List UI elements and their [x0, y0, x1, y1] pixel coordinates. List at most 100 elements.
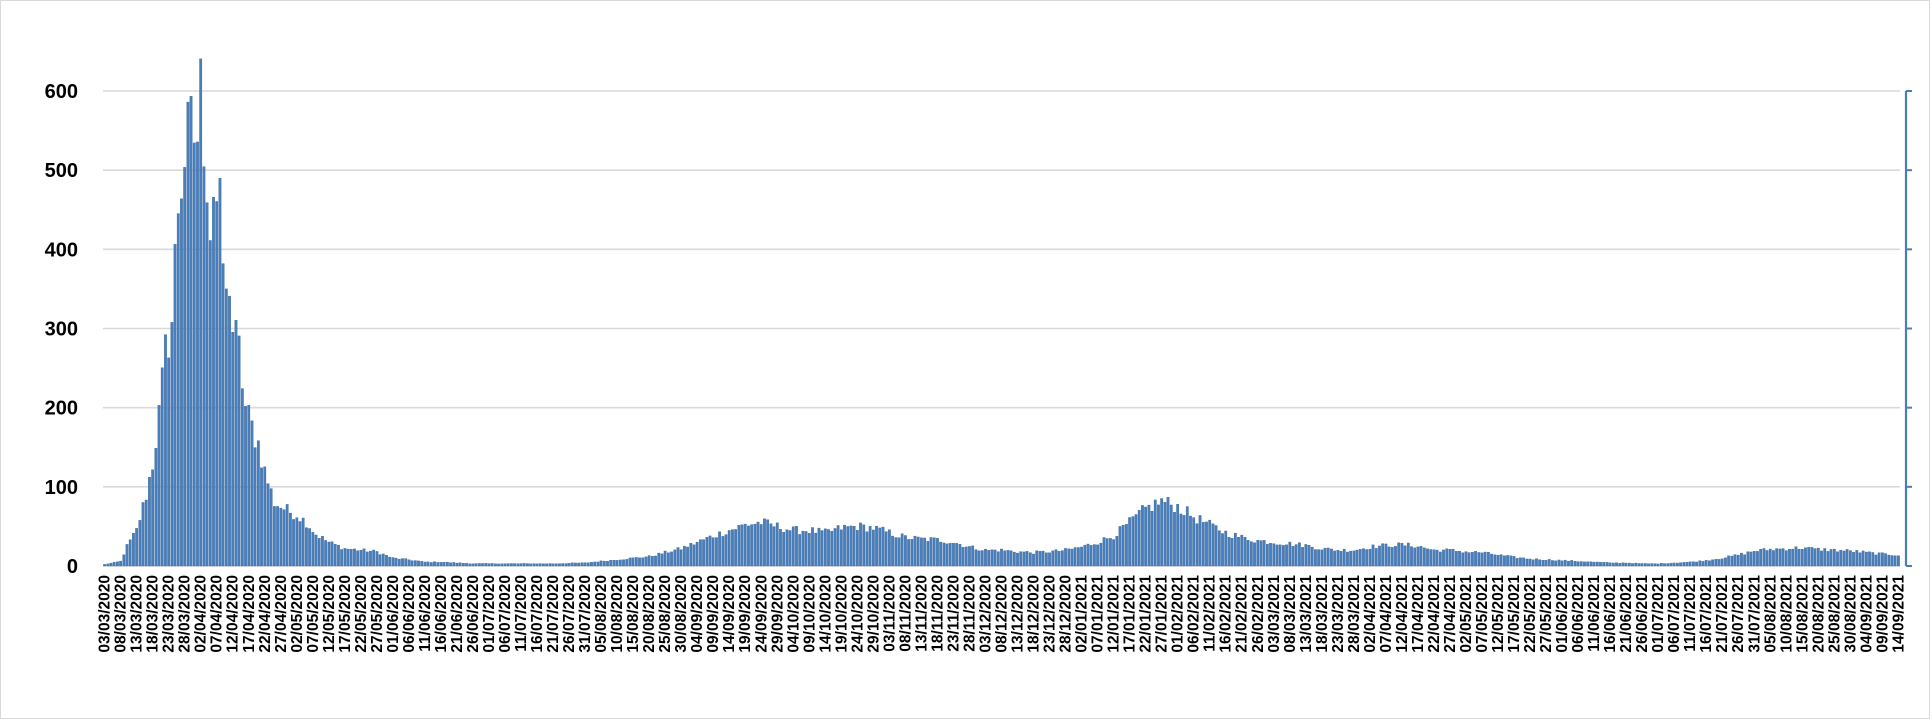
bar: [1458, 551, 1461, 567]
x-axis-tick-labels: 03/03/2020 08/03/2020 13/03/2020 18/03/2020…: [97, 575, 1908, 653]
bar: [1897, 555, 1900, 567]
bar: [1176, 504, 1180, 567]
bar: [1227, 536, 1231, 567]
bar: [615, 560, 619, 567]
bar: [1249, 541, 1253, 567]
bar: [1791, 548, 1795, 567]
bar: [442, 562, 446, 567]
bar: [324, 540, 327, 567]
x-tick-label: 13/12/2020: [1010, 575, 1027, 653]
bar: [346, 548, 350, 567]
bar: [817, 527, 821, 567]
bar: [237, 335, 241, 567]
bar: [1390, 547, 1394, 567]
bar: [1173, 512, 1176, 567]
bar: [180, 198, 183, 567]
bar: [1487, 551, 1490, 567]
x-tick-label: 23/03/2020: [161, 575, 178, 653]
bar: [727, 530, 731, 567]
bar: [920, 537, 923, 567]
bar: [1608, 562, 1612, 567]
bar: [833, 528, 837, 567]
x-tick-label: 26/06/2021: [1634, 575, 1651, 653]
bar: [1169, 504, 1173, 567]
bar: [1060, 550, 1064, 567]
x-tick-label: 08/12/2020: [994, 575, 1011, 653]
bar: [1890, 555, 1894, 567]
bar: [1003, 550, 1007, 567]
bar: [1810, 547, 1814, 567]
x-tick-label: 18/03/2021: [1314, 575, 1331, 653]
bar: [1477, 552, 1481, 567]
y-tick-label: 500: [45, 160, 78, 182]
bar: [269, 488, 273, 567]
bar: [1432, 549, 1436, 567]
bar: [609, 560, 613, 567]
bar: [686, 546, 689, 567]
bar: [1102, 537, 1106, 567]
x-tick-label: 08/03/2021: [1282, 575, 1299, 653]
gridlines: [103, 90, 1900, 567]
bar: [314, 534, 318, 567]
bar: [337, 544, 340, 567]
bar: [721, 536, 725, 567]
x-tick-label: 02/01/2021: [1074, 575, 1091, 653]
bar: [192, 142, 196, 567]
x-tick-label: 21/07/2020: [545, 575, 562, 653]
bar: [945, 543, 949, 567]
bar: [1480, 552, 1484, 567]
bar: [1413, 547, 1417, 567]
bar: [1320, 549, 1324, 567]
x-tick-label: 12/05/2020: [321, 575, 338, 653]
bar: [128, 539, 132, 567]
bar: [1663, 563, 1666, 567]
bar: [426, 561, 430, 567]
bar: [1185, 506, 1189, 567]
bar: [234, 319, 238, 567]
bar: [1057, 550, 1061, 567]
bar: [1358, 549, 1362, 567]
bar: [676, 547, 680, 567]
bar: [1201, 522, 1205, 567]
bar: [372, 549, 376, 567]
bar: [404, 558, 408, 567]
bar: [103, 564, 106, 567]
bar: [1330, 548, 1333, 567]
x-tick-label: 09/10/2020: [801, 575, 818, 653]
bar: [1195, 523, 1199, 567]
bar: [413, 560, 417, 567]
bar: [1006, 550, 1010, 567]
bar: [353, 548, 356, 567]
bar: [855, 530, 859, 567]
bar: [977, 550, 981, 567]
bar: [779, 529, 782, 567]
bar: [1538, 559, 1542, 567]
y-tick-label: 300: [45, 319, 78, 341]
bar: [932, 537, 936, 567]
x-tick-label: 16/06/2020: [433, 575, 450, 653]
bar: [1711, 559, 1714, 567]
bar: [1192, 517, 1196, 567]
bar: [135, 528, 138, 567]
bar: [1189, 515, 1192, 567]
bar: [1214, 525, 1218, 567]
bar: [397, 558, 401, 567]
bar: [843, 524, 846, 567]
x-tick-label: 22/04/2021: [1426, 575, 1443, 653]
bar: [1887, 554, 1891, 567]
bar: [202, 166, 206, 567]
bar: [439, 562, 443, 567]
bar: [468, 563, 472, 567]
bar: [1554, 560, 1558, 567]
bar: [1471, 552, 1474, 567]
bar: [1627, 562, 1631, 567]
bar: [1054, 549, 1058, 567]
bar: [151, 469, 155, 567]
bar: [894, 537, 898, 567]
bar: [628, 557, 632, 567]
bar: [542, 563, 545, 567]
bar: [1832, 548, 1836, 567]
x-tick-label: 07/04/2020: [209, 575, 226, 653]
x-tick-label: 27/01/2021: [1154, 575, 1171, 653]
bar: [452, 562, 456, 567]
